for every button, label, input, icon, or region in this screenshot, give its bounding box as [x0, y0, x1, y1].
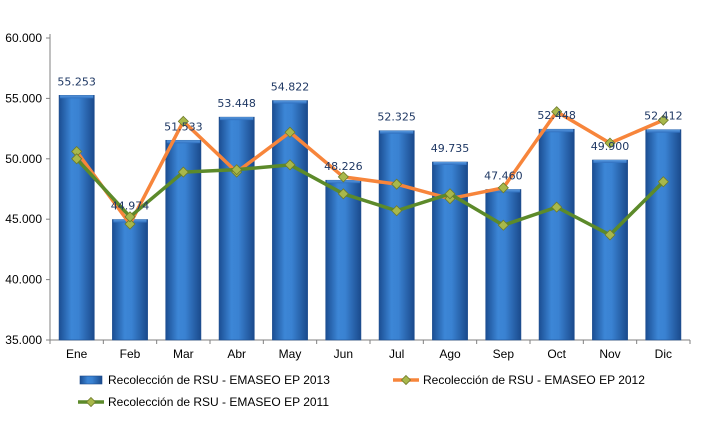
bar [112, 219, 148, 341]
line-marker [177, 166, 189, 178]
bar [378, 130, 415, 341]
x-tick-label: Sep [493, 347, 515, 361]
bar-data-label: 51.533 [164, 120, 203, 133]
bar-data-label: 52.412 [644, 110, 683, 123]
bar-data-label: 54.822 [271, 81, 310, 94]
y-tick-label: 40.000 [5, 273, 42, 287]
line-marker [657, 176, 669, 188]
line-marker [284, 126, 296, 138]
x-tick-label: Abr [227, 347, 246, 361]
legend-label: Recolección de RSU - EMASEO EP 2011 [108, 395, 329, 409]
bar-data-label: 52.325 [377, 111, 416, 124]
bar-top-highlight [433, 162, 467, 166]
bar-data-label: 55.253 [57, 75, 96, 88]
x-tick-label: Dic [655, 347, 672, 361]
x-tick-label: Jun [334, 347, 353, 361]
line-series [71, 106, 669, 241]
x-tick-label: Jul [389, 347, 404, 361]
line-marker [444, 188, 456, 200]
bar-top-highlight [540, 129, 574, 133]
legend: Recolección de RSU - EMASEO EP 2013 Recol… [78, 373, 645, 409]
bar-data-label: 49.900 [591, 140, 630, 153]
line-marker [604, 137, 616, 149]
bar [538, 128, 575, 341]
legend-swatch-marker [400, 374, 412, 386]
line-marker [657, 114, 669, 126]
legend-swatch-marker [85, 396, 97, 408]
bar-data-label: 44.974 [111, 200, 150, 213]
bar [592, 159, 628, 341]
y-tick-label: 45.000 [5, 212, 42, 226]
axes: 35.000 40.000 45.000 50.000 55.000 60.000 Ene F… [5, 31, 691, 361]
line-marker [497, 182, 509, 194]
line-marker [231, 164, 243, 176]
legend-label: Recolección de RSU - EMASEO EP 2013 [108, 373, 330, 387]
y-tick-label: 35.000 [5, 333, 42, 347]
line-marker [177, 115, 189, 127]
bar-data-label: 53.448 [217, 97, 256, 110]
y-tick-label: 60.000 [5, 31, 42, 45]
y-tick-label: 55.000 [5, 91, 42, 105]
x-tick-label: Mar [173, 347, 194, 361]
legend-item: Recolección de RSU - EMASEO EP 2012 [393, 373, 645, 387]
bar [325, 179, 362, 341]
line-marker [551, 106, 563, 118]
series-line-2011 [75, 157, 665, 237]
bar-top-highlight [380, 130, 414, 134]
bar [485, 189, 522, 341]
x-tick-label: Oct [547, 347, 566, 361]
bar-data-label: 52.448 [537, 109, 576, 122]
bar-top-highlight [273, 100, 307, 104]
x-tick-label: Ene [66, 347, 88, 361]
y-tick-label: 50.000 [5, 152, 42, 166]
line-marker [124, 218, 136, 230]
data-labels: 55.253 44.974 51.533 53.448 54.822 48.226 52.3… [57, 75, 682, 212]
bar-top-highlight [593, 160, 627, 164]
bar-data-label: 48.226 [324, 160, 363, 173]
legend-swatch [79, 375, 103, 385]
series-line-2012 [75, 109, 665, 226]
line-marker [604, 229, 616, 241]
line-marker [391, 205, 403, 217]
line-marker [337, 171, 349, 183]
legend-item: Recolección de RSU - EMASEO EP 2013 [79, 373, 330, 387]
x-tick-label: Feb [120, 347, 141, 361]
legend-label: Recolección de RSU - EMASEO EP 2012 [423, 373, 645, 387]
bar-data-label: 47.460 [484, 169, 523, 182]
bar-series [58, 95, 682, 341]
bar-top-highlight [60, 95, 94, 99]
legend-item: Recolección de RSU - EMASEO EP 2011 [78, 395, 329, 409]
line-marker [124, 211, 136, 223]
x-tick-label: May [279, 347, 302, 361]
line-marker [551, 201, 563, 213]
bar-top-highlight [646, 129, 680, 133]
x-tick-label: Ago [439, 347, 461, 361]
bar-top-highlight [166, 140, 200, 144]
bar [645, 129, 682, 341]
bar [218, 116, 255, 341]
line-marker [497, 219, 509, 231]
line-marker [391, 178, 403, 190]
line-marker [337, 188, 349, 200]
line-marker [71, 153, 83, 165]
bar-data-label: 49.735 [431, 142, 470, 155]
x-tick-label: Nov [599, 347, 620, 361]
line-marker [284, 159, 296, 171]
bar [58, 95, 95, 341]
bar-top-highlight [220, 117, 254, 121]
